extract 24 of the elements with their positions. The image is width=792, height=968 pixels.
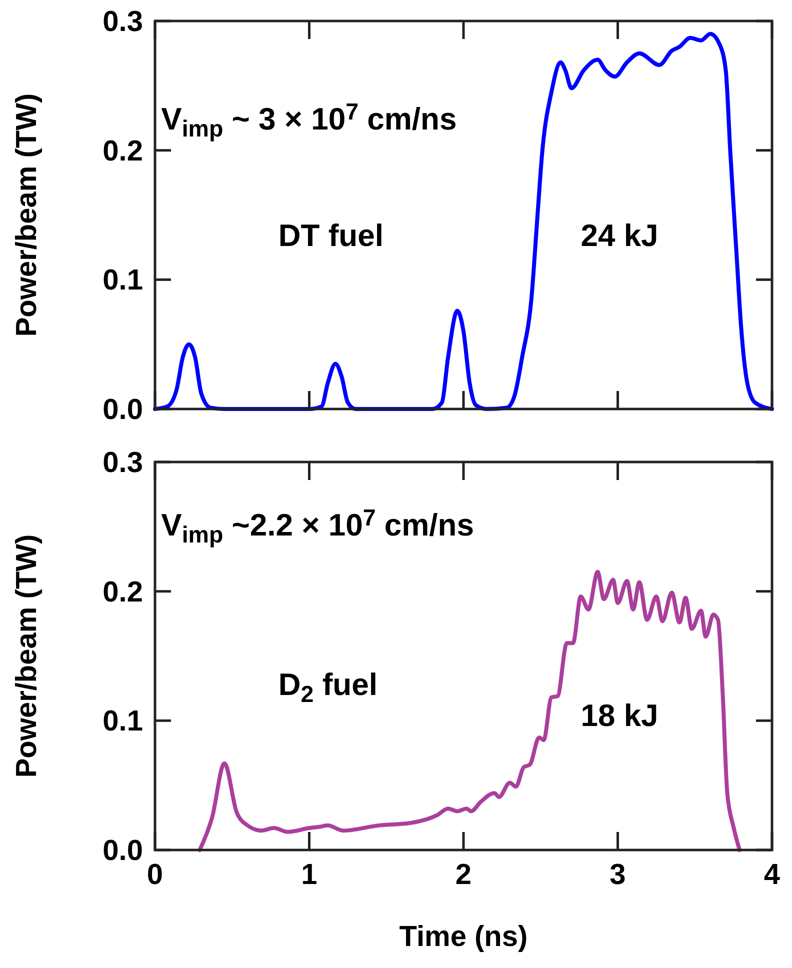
- y-axis-title: Power/beam (TW): [11, 534, 43, 778]
- x-axis-title: Time (ns): [399, 921, 528, 953]
- x-tick-label: 0: [146, 859, 164, 891]
- annotation: V$_{imp}$ ~2.2 × 10$^{7}$ cm/ns: [161, 504, 474, 548]
- x-tick-label: 3: [610, 859, 626, 891]
- x-tick-label: 1: [301, 859, 318, 891]
- annotation: DT fuel: [278, 218, 384, 254]
- line-series: [198, 570, 742, 852]
- y-tick-label: 0.2: [102, 576, 143, 608]
- y-tick-label: 0.0: [102, 394, 143, 426]
- y-tick-label: 0.1: [102, 264, 143, 297]
- x-tick-label: 2: [455, 859, 472, 891]
- annotation: 24 kJ: [580, 218, 658, 254]
- y-axis-title: Power/beam (TW): [11, 93, 43, 337]
- x-tick-label: 4: [764, 859, 780, 891]
- line-series: [153, 32, 774, 411]
- y-tick-label: 0.2: [102, 135, 143, 168]
- annotation: D$_{2}$ fuel: [278, 666, 378, 707]
- annotation: 18 kJ: [580, 698, 658, 733]
- y-tick-label: 0.3: [102, 447, 143, 479]
- y-tick-label: 0.3: [102, 6, 143, 38]
- y-tick-label: 0.0: [102, 835, 143, 867]
- annotation: V$_{imp}$ ~ 3 × 10$^{7}$ cm/ns: [161, 98, 457, 142]
- y-tick-label: 0.1: [102, 706, 143, 738]
